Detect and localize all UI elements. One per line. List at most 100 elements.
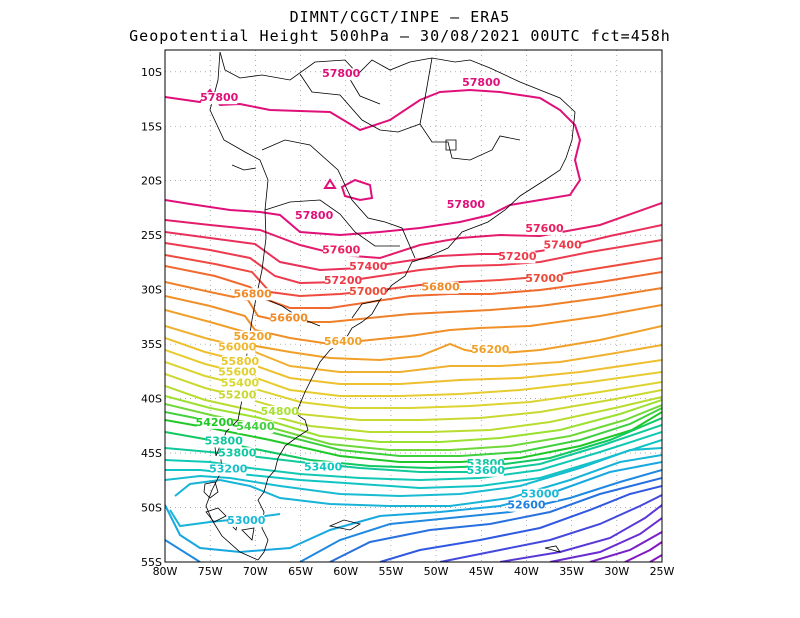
contour-label: 57800	[322, 67, 361, 80]
lon-tick-label: 30W	[604, 565, 629, 578]
contour-label-bg	[196, 416, 233, 429]
contour-label-bg	[323, 244, 360, 257]
contour-label: 57800	[462, 76, 501, 89]
contour-label-bg	[219, 341, 256, 354]
grid-lines	[165, 50, 662, 562]
contour-label: 53800	[205, 434, 244, 447]
contour-lines	[165, 88, 662, 562]
contour-label: 53400	[304, 460, 343, 473]
contour-label: 52600	[507, 499, 546, 512]
contour-label-bg	[508, 499, 545, 512]
contour-label-bg	[350, 286, 387, 299]
contour-label-bg	[234, 288, 271, 301]
lat-tick-label: 45S	[141, 447, 162, 460]
contour-label-bg	[228, 514, 265, 527]
contour-label: 56800	[421, 281, 460, 294]
contour-label-bg	[219, 447, 256, 460]
contour-label: 55200	[218, 389, 257, 402]
contour-label: 54200	[196, 416, 235, 429]
contour-label: 57200	[324, 274, 363, 287]
contour-label-bg	[467, 464, 504, 477]
lat-tick-label: 10S	[141, 66, 162, 79]
contour-label: 54800	[261, 405, 300, 418]
plot-frame	[164, 49, 663, 563]
contour-label: 56200	[234, 330, 273, 343]
contour-label-bg	[237, 421, 274, 434]
contour-label: 57000	[525, 272, 564, 285]
contour-label-bg	[526, 222, 563, 235]
lat-tick-label: 55S	[141, 556, 162, 569]
contour-label-bg	[544, 239, 581, 252]
contour-label: 55400	[221, 377, 260, 390]
contour-label: 56400	[324, 335, 363, 348]
lat-tick-label: 40S	[141, 393, 162, 406]
lon-tick-label: 45W	[469, 565, 494, 578]
contour-label-bg	[472, 343, 509, 356]
axis-ticks: 80W 75W 70W 65W 60W 55W 50W 45W 40W 35W 30W 25W 10S 1…	[141, 66, 675, 578]
contour-label: 53600	[467, 464, 506, 477]
contour-label-bg	[447, 198, 484, 211]
contour-label-bg	[325, 275, 362, 288]
contour-label-bg	[205, 435, 242, 448]
contour-label: 57600	[525, 222, 564, 235]
contour-label: 57800	[200, 91, 239, 104]
contour-label-bg	[350, 261, 387, 274]
lat-tick-label: 20S	[141, 175, 162, 188]
contour-label: 57400	[543, 238, 582, 251]
lon-tick-label: 40W	[514, 565, 539, 578]
contour-label-bg	[422, 281, 459, 294]
title-line-1: DIMNT/CGCT/INPE – ERA5	[289, 8, 511, 26]
contour-label: 57800	[295, 209, 334, 222]
lat-tick-label: 30S	[141, 284, 162, 297]
contour-label: 55600	[218, 366, 257, 379]
lon-tick-label: 80W	[153, 565, 178, 578]
contour-label-bg	[463, 76, 500, 89]
contour-label: 54400	[236, 420, 275, 433]
lat-tick-label: 25S	[141, 229, 162, 242]
contour-label: 56000	[218, 341, 257, 354]
contour-label-bg	[261, 405, 298, 418]
lat-tick-label: 15S	[141, 120, 162, 133]
contour-label: 53000	[227, 514, 266, 527]
contour-label: 55800	[221, 355, 260, 368]
contour-label-bg	[222, 377, 259, 390]
contour-label-bg	[234, 330, 271, 343]
contour-label-bg	[323, 68, 360, 81]
contour-label-bg	[219, 389, 256, 402]
contour-label-bg	[201, 92, 238, 105]
contour-label: 53200	[209, 463, 248, 476]
contour-label-bg	[222, 355, 259, 368]
contour-label: 57200	[498, 250, 537, 263]
contour-label-bg	[270, 312, 307, 325]
lon-tick-label: 60W	[333, 565, 358, 578]
contour-label: 53000	[521, 488, 560, 501]
lon-tick-label: 35W	[559, 565, 584, 578]
title-line-2: Geopotential Height 500hPa – 30/08/2021 …	[129, 27, 671, 45]
contour-label-bg	[499, 251, 536, 264]
lon-tick-label: 65W	[288, 565, 313, 578]
contour-label-bg	[522, 488, 559, 501]
contour-label-bg	[305, 461, 342, 474]
lon-tick-label: 75W	[198, 565, 223, 578]
contour-label-bg	[325, 336, 362, 349]
contour-label: 57800	[447, 198, 486, 211]
contour-label: 57600	[322, 244, 361, 257]
contour-label: 56200	[471, 343, 510, 356]
contour-label: 57400	[349, 260, 388, 273]
lon-tick-label: 50W	[424, 565, 449, 578]
coastlines-borders	[203, 51, 576, 561]
contour-label-bg	[210, 463, 247, 476]
contour-label: 53800	[218, 446, 257, 459]
lon-tick-label: 25W	[650, 565, 675, 578]
contour-labels: 57800 57800 57800 57800 57800 57600 57600 57400…	[196, 67, 582, 527]
contour-label: 57000	[349, 285, 388, 298]
contour-label: 56800	[234, 287, 273, 300]
lat-tick-label: 35S	[141, 338, 162, 351]
contour-label-bg	[219, 366, 256, 379]
contour-label-bg	[526, 273, 563, 286]
contour-label: 56600	[270, 311, 309, 324]
lon-tick-label: 55W	[378, 565, 403, 578]
lon-tick-label: 70W	[243, 565, 268, 578]
contour-label-bg	[296, 209, 333, 222]
